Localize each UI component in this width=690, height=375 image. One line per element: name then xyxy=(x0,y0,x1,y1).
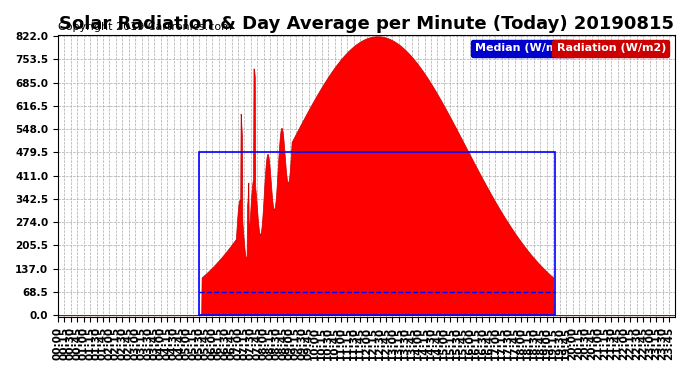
Bar xyxy=(199,153,555,315)
Title: Solar Radiation & Day Average per Minute (Today) 20190815: Solar Radiation & Day Average per Minute… xyxy=(59,15,674,33)
Legend: Radiation (W/m2): Radiation (W/m2) xyxy=(552,40,669,57)
Text: Copyright 2019 Cartronics.com: Copyright 2019 Cartronics.com xyxy=(58,22,232,32)
